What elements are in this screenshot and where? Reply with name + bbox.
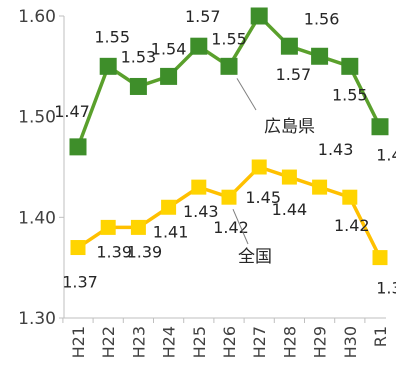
data-label: 1.57 <box>185 7 221 26</box>
series-layer <box>69 7 389 266</box>
data-point-marker <box>251 159 267 175</box>
data-label: 1.56 <box>304 9 340 28</box>
callout-leader-line <box>232 209 249 245</box>
data-point-marker <box>281 169 297 185</box>
x-tick-label: R1 <box>371 326 390 347</box>
data-point-marker <box>69 138 87 156</box>
data-label: 1.39 <box>96 242 132 261</box>
data-point-marker <box>130 219 146 235</box>
data-label: 1.54 <box>151 39 187 58</box>
series-hiroshima <box>69 7 389 156</box>
data-point-marker <box>221 189 237 205</box>
data-label: 1.55 <box>211 29 247 48</box>
data-label: 1.49 <box>376 146 396 165</box>
data-point-marker <box>190 37 208 55</box>
data-point-marker <box>250 7 268 25</box>
data-label: 1.41 <box>153 222 189 241</box>
data-point-marker <box>312 179 328 195</box>
data-point-marker <box>280 37 298 55</box>
data-label: 1.45 <box>245 188 281 207</box>
data-label: 1.53 <box>121 47 157 66</box>
data-point-marker <box>160 67 178 85</box>
x-tick-label: H24 <box>160 326 179 358</box>
x-tick-label: H22 <box>99 326 118 358</box>
callout-leader-line <box>236 78 257 111</box>
series-label-hiroshima: 広島県 <box>264 117 315 137</box>
data-label: 1.36 <box>376 279 396 298</box>
x-tick-label: H29 <box>311 326 330 358</box>
data-point-marker <box>100 219 116 235</box>
data-label: 1.44 <box>272 200 308 219</box>
data-point-marker <box>311 47 329 65</box>
data-label: 1.43 <box>318 140 354 159</box>
data-labels-layer: 1.471.551.531.541.571.551.601.571.561.55… <box>54 7 396 298</box>
x-tick-label: H25 <box>190 326 209 358</box>
data-label: 1.55 <box>94 27 130 46</box>
x-tick-label: H27 <box>250 326 269 358</box>
y-tick-label: 1.40 <box>18 208 56 228</box>
data-label: 1.55 <box>332 85 368 104</box>
data-point-marker <box>161 199 177 215</box>
data-label: 1.39 <box>127 242 163 261</box>
series-label-national: 全国 <box>238 247 272 267</box>
data-point-marker <box>70 240 86 256</box>
data-point-marker <box>371 118 389 136</box>
data-label: 1.57 <box>276 65 312 84</box>
y-tick-label: 1.60 <box>18 7 56 27</box>
data-label: 1.47 <box>54 102 90 121</box>
series-national <box>70 159 388 266</box>
x-tick-label: H21 <box>69 326 88 358</box>
data-label: 1.43 <box>183 202 219 221</box>
data-point-marker <box>99 57 117 75</box>
chart-axes: 1.30 1.40 1.50 1.60 H21 H22 H23 H24 H25 H26 H27 H28… <box>18 7 390 358</box>
x-tick-label: H23 <box>129 326 148 358</box>
data-label: 1.42 <box>213 218 249 237</box>
data-point-marker <box>372 250 388 266</box>
data-point-marker <box>129 77 147 95</box>
data-label: 1.37 <box>62 273 98 292</box>
data-point-marker <box>220 57 238 75</box>
data-point-marker <box>191 179 207 195</box>
data-point-marker <box>341 57 359 75</box>
data-label: 1.42 <box>334 216 370 235</box>
x-tick-label: H26 <box>220 326 239 358</box>
data-point-marker <box>342 189 358 205</box>
y-tick-label: 1.50 <box>18 108 56 128</box>
x-tick-label: H30 <box>341 326 360 358</box>
y-tick-label: 1.30 <box>18 309 56 329</box>
x-tick-label: H28 <box>280 326 299 358</box>
